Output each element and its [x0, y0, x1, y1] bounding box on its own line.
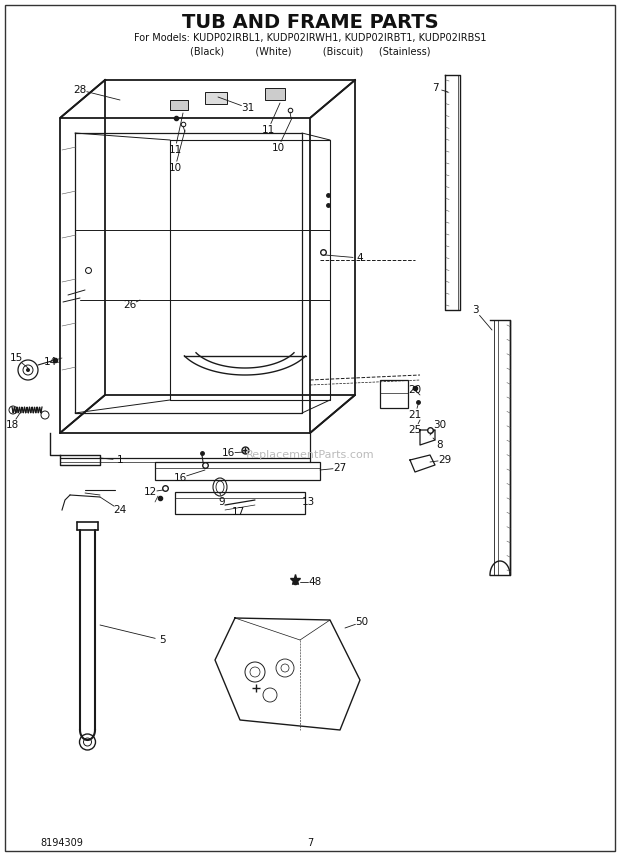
- Bar: [175, 492, 305, 514]
- Bar: [265, 88, 285, 100]
- Text: 10: 10: [272, 143, 285, 153]
- Text: 17: 17: [231, 507, 245, 517]
- Text: 18: 18: [6, 420, 19, 430]
- Text: 7: 7: [432, 83, 438, 93]
- Text: 7: 7: [307, 838, 313, 848]
- Text: 3: 3: [472, 305, 478, 315]
- Text: 13: 13: [301, 497, 314, 507]
- Text: 10: 10: [169, 163, 182, 173]
- Text: 8194309: 8194309: [40, 838, 83, 848]
- Text: 11: 11: [169, 145, 182, 155]
- Text: 16: 16: [221, 448, 234, 458]
- Text: 14: 14: [43, 357, 56, 367]
- Text: 15: 15: [9, 353, 22, 363]
- Text: 12: 12: [143, 487, 157, 497]
- Text: 25: 25: [409, 425, 422, 435]
- Bar: [205, 92, 227, 104]
- Text: TUB AND FRAME PARTS: TUB AND FRAME PARTS: [182, 13, 438, 32]
- Text: 20: 20: [409, 385, 422, 395]
- Text: 30: 30: [433, 420, 446, 430]
- Bar: [155, 462, 320, 480]
- Text: 21: 21: [409, 410, 422, 420]
- Text: 1: 1: [117, 455, 123, 465]
- Text: 4: 4: [356, 253, 363, 263]
- Text: For Models: KUDP02IRBL1, KUDP02IRWH1, KUDP02IRBT1, KUDP02IRBS1: For Models: KUDP02IRBL1, KUDP02IRWH1, KU…: [134, 33, 486, 43]
- Text: 5: 5: [159, 635, 166, 645]
- Text: ReplacementParts.com: ReplacementParts.com: [246, 450, 374, 460]
- Text: 27: 27: [334, 463, 347, 473]
- Text: 48: 48: [308, 577, 322, 587]
- Text: (Black)          (White)          (Biscuit)     (Stainless): (Black) (White) (Biscuit) (Stainless): [190, 46, 430, 56]
- Bar: [170, 100, 188, 110]
- Text: 11: 11: [262, 125, 275, 135]
- Circle shape: [26, 368, 30, 372]
- Text: 24: 24: [113, 505, 126, 515]
- Bar: [380, 380, 408, 408]
- Text: 26: 26: [123, 300, 136, 310]
- Text: 31: 31: [241, 103, 255, 113]
- Text: 50: 50: [355, 617, 368, 627]
- Text: 8: 8: [436, 440, 443, 450]
- Text: 16: 16: [174, 473, 187, 483]
- Text: 28: 28: [73, 85, 87, 95]
- Text: 9: 9: [219, 497, 225, 507]
- Text: 29: 29: [438, 455, 451, 465]
